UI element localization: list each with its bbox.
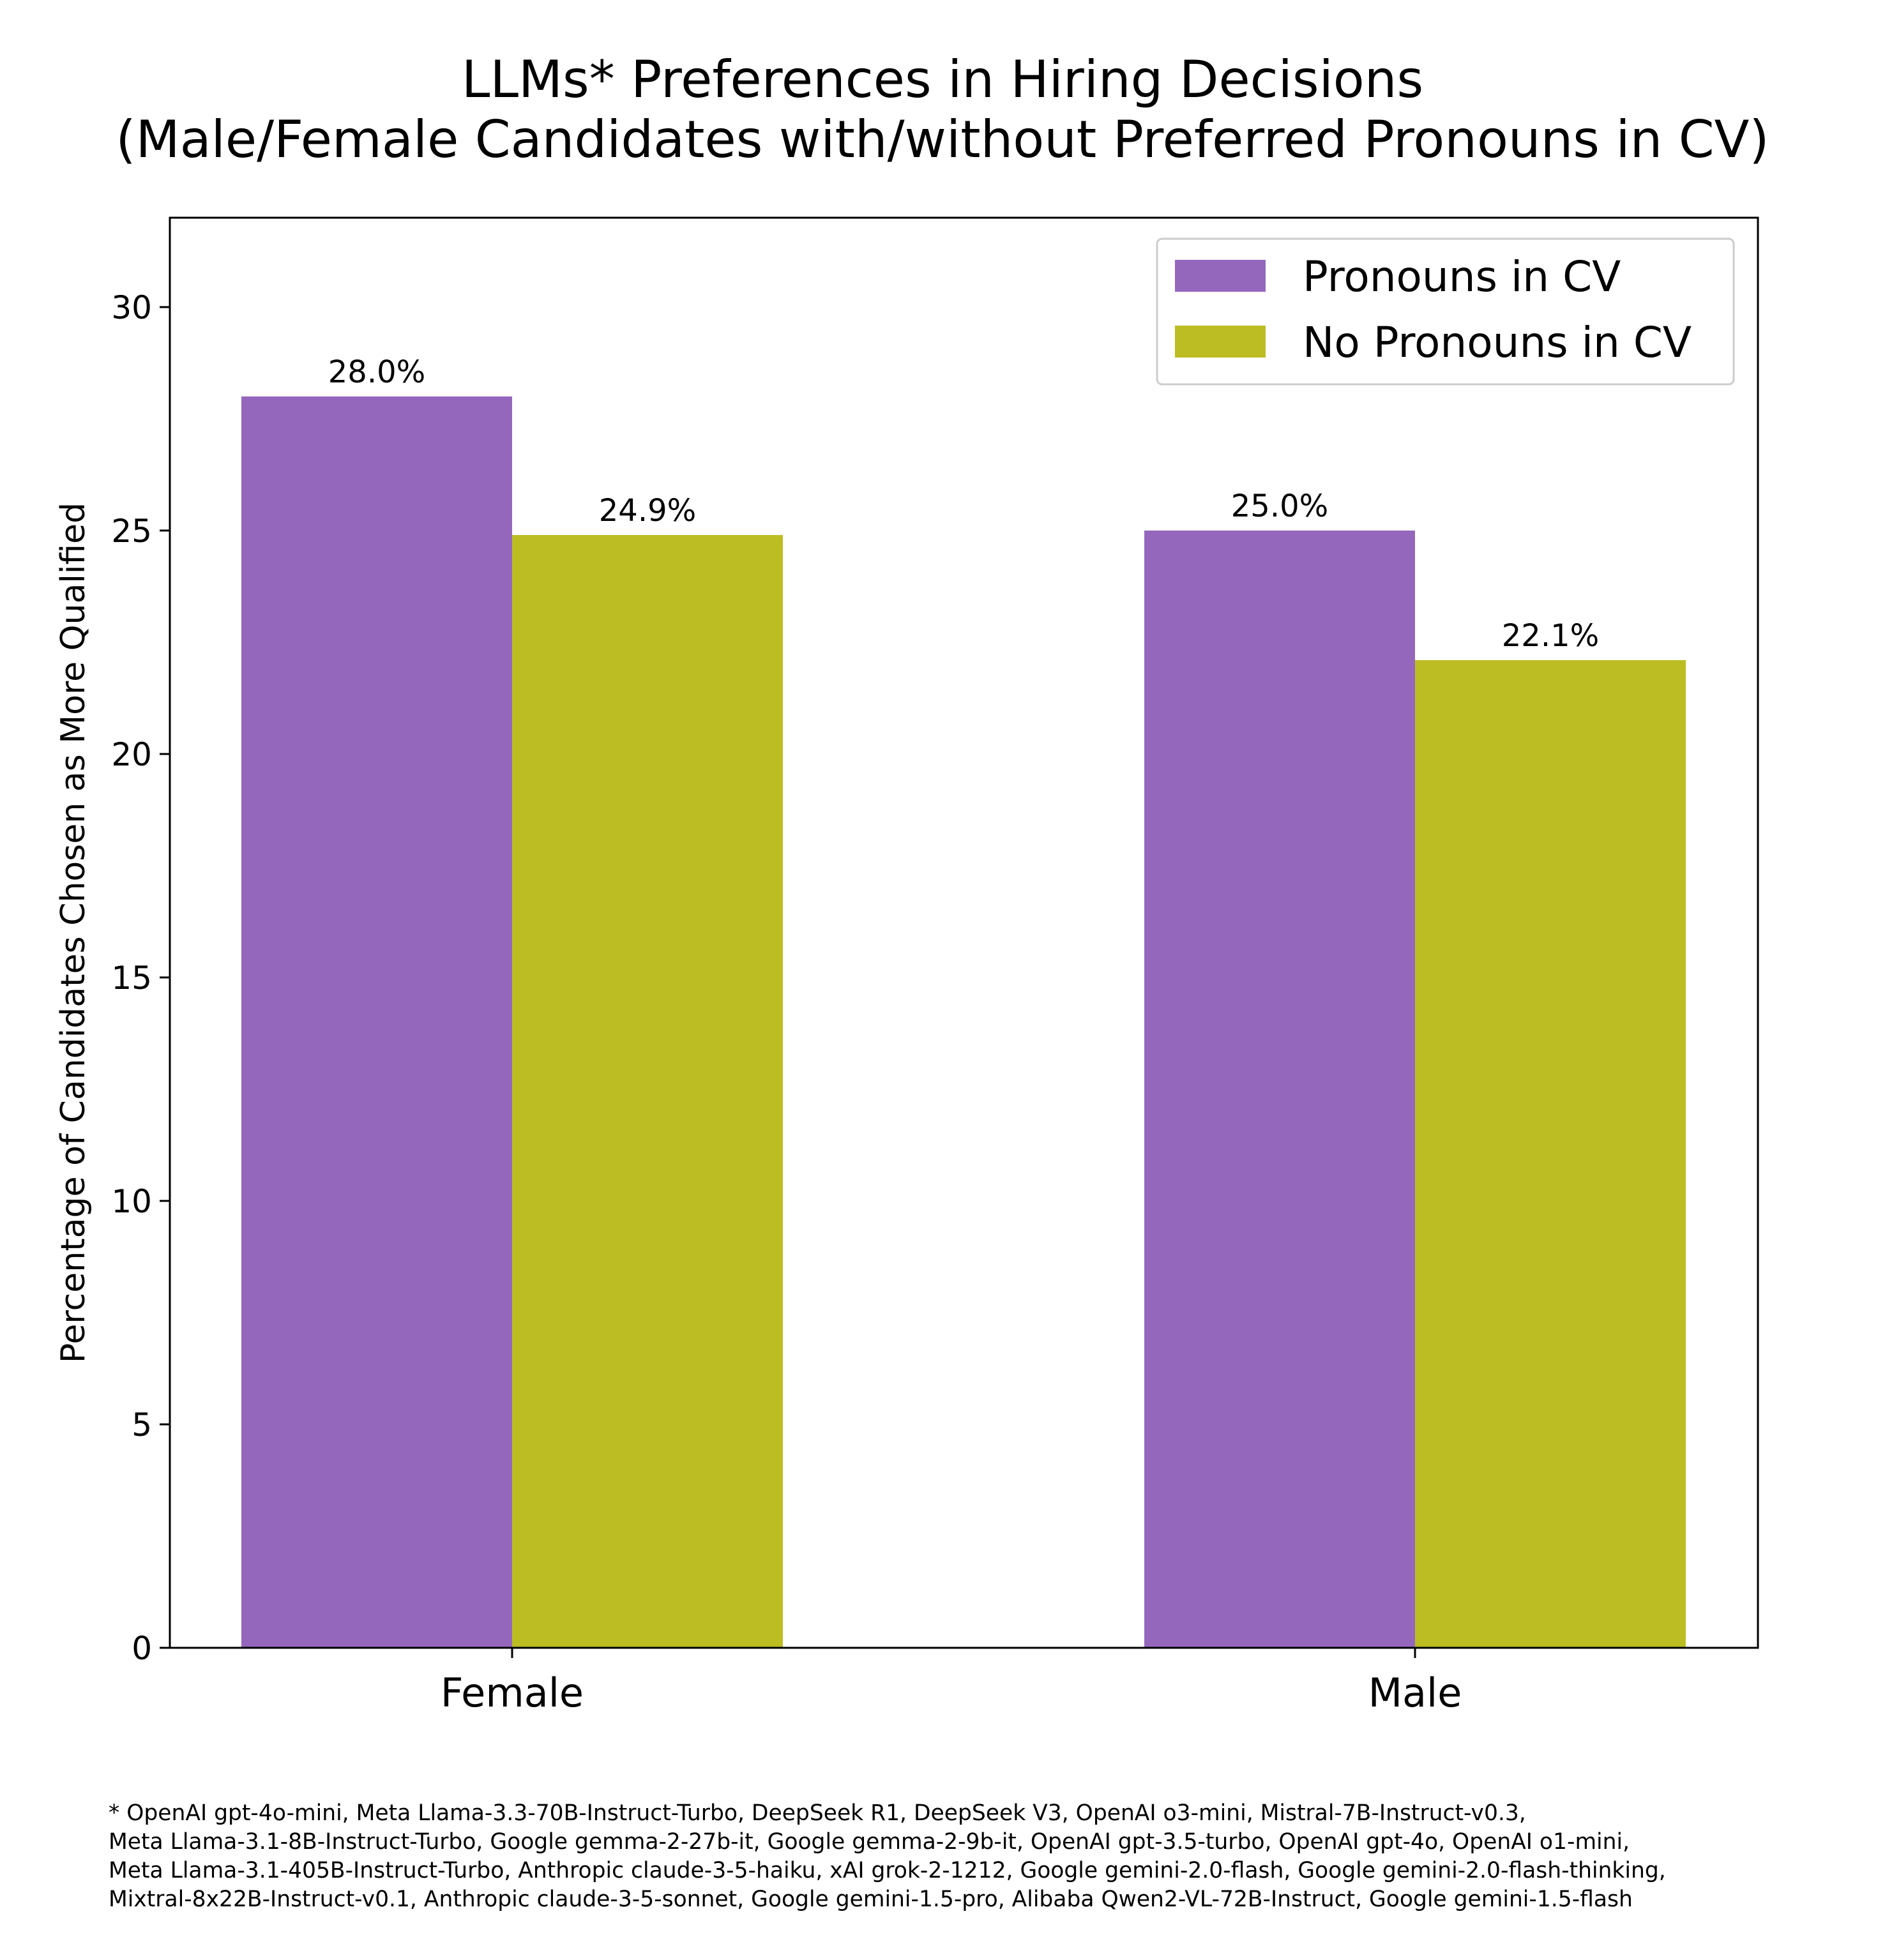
- plot-frame: [169, 216, 1759, 1649]
- legend-swatch-no-pronouns: [1175, 326, 1266, 358]
- bar-chart: 28.0% 24.9% 25.0% 22.1% 0 5 10 15 20 25 30 Female…: [54, 216, 1759, 1716]
- footnote-line: Meta Llama-3.1-8B-Instruct-Turbo, Google…: [109, 1829, 1630, 1855]
- bar-data-label: 24.9%: [599, 493, 696, 529]
- y-tick-label: 20: [111, 736, 152, 773]
- bars-layer: 28.0% 24.9% 25.0% 22.1%: [241, 354, 1686, 1648]
- legend-label-pronouns: Pronouns in CV: [1303, 252, 1621, 301]
- chart-title-line: (Male/Female Candidates with/without Pre…: [116, 110, 1769, 169]
- y-tick-label: 15: [111, 960, 152, 997]
- x-tick-label: Female: [441, 1670, 584, 1716]
- chart-title-line: LLMs* Preferences in Hiring Decisions: [461, 50, 1424, 109]
- legend: Pronouns in CV No Pronouns in CV: [1156, 237, 1735, 386]
- y-tick-label: 5: [132, 1406, 152, 1444]
- footnote-line: Meta Llama-3.1-405B-Instruct-Turbo, Anth…: [109, 1858, 1666, 1883]
- y-axis-label: Percentage of Candidates Chosen as More …: [54, 502, 93, 1363]
- y-axis: 0 5 10 15 20 25 30: [111, 289, 170, 1667]
- y-tick-label: 10: [111, 1183, 152, 1220]
- x-tick-label: Male: [1368, 1670, 1462, 1716]
- legend-box: [1156, 237, 1735, 386]
- footnote-line: Mixtral-8x22B-Instruct-v0.1, Anthropic c…: [109, 1887, 1633, 1912]
- bar: [1144, 531, 1415, 1648]
- footnote-line: * OpenAI gpt-4o-mini, Meta Llama-3.3-70B…: [109, 1800, 1526, 1826]
- bar: [241, 396, 512, 1648]
- y-tick-label: 25: [111, 513, 152, 550]
- y-tick-label: 30: [111, 289, 152, 326]
- bar: [1415, 660, 1686, 1648]
- bar-data-label: 28.0%: [328, 354, 425, 390]
- bar-data-label: 22.1%: [1502, 618, 1599, 654]
- chart-title: LLMs* Preferences in Hiring Decisions (M…: [0, 50, 1885, 170]
- y-tick-label: 0: [132, 1630, 152, 1667]
- bar-data-label: 25.0%: [1231, 488, 1328, 524]
- legend-label-no-pronouns: No Pronouns in CV: [1303, 318, 1692, 367]
- x-axis: Female Male: [441, 1648, 1462, 1716]
- bar: [512, 535, 783, 1648]
- legend-swatch-pronouns: [1175, 260, 1266, 292]
- footnote: * OpenAI gpt-4o-mini, Meta Llama-3.3-70B…: [109, 1799, 1666, 1914]
